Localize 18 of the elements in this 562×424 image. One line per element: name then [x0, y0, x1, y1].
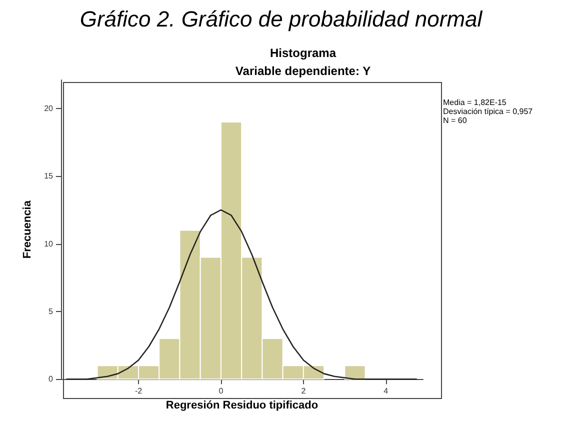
- y-tick-label: 10: [44, 239, 54, 248]
- text: Media = 1,82E-15: [443, 98, 507, 107]
- line-series: [66, 209, 418, 380]
- x-tick-label: 0: [218, 386, 224, 396]
- y-tick-label: 20: [44, 104, 54, 113]
- x-axis-title: Regresión Residuo tipificado: [166, 400, 318, 412]
- x-tick-label: 2: [301, 386, 306, 396]
- text: N = 60: [443, 116, 468, 125]
- x-tick-label: 4: [384, 386, 389, 396]
- y-axis-title: Frecuencia: [22, 200, 34, 259]
- y-tick-label: 5: [48, 306, 54, 316]
- text: Gráfico 2. Gráfico de probabilidad normal: [80, 6, 484, 32]
- chart-subtitle: Variable dependiente: Y: [235, 64, 371, 78]
- y-tick-label: 15: [44, 172, 54, 181]
- text: Desviación típica = 0,957: [443, 107, 534, 116]
- x-tick-label: -2: [134, 386, 143, 396]
- chart-title: Histograma: [270, 46, 336, 60]
- y-tick-label: 0: [48, 374, 54, 384]
